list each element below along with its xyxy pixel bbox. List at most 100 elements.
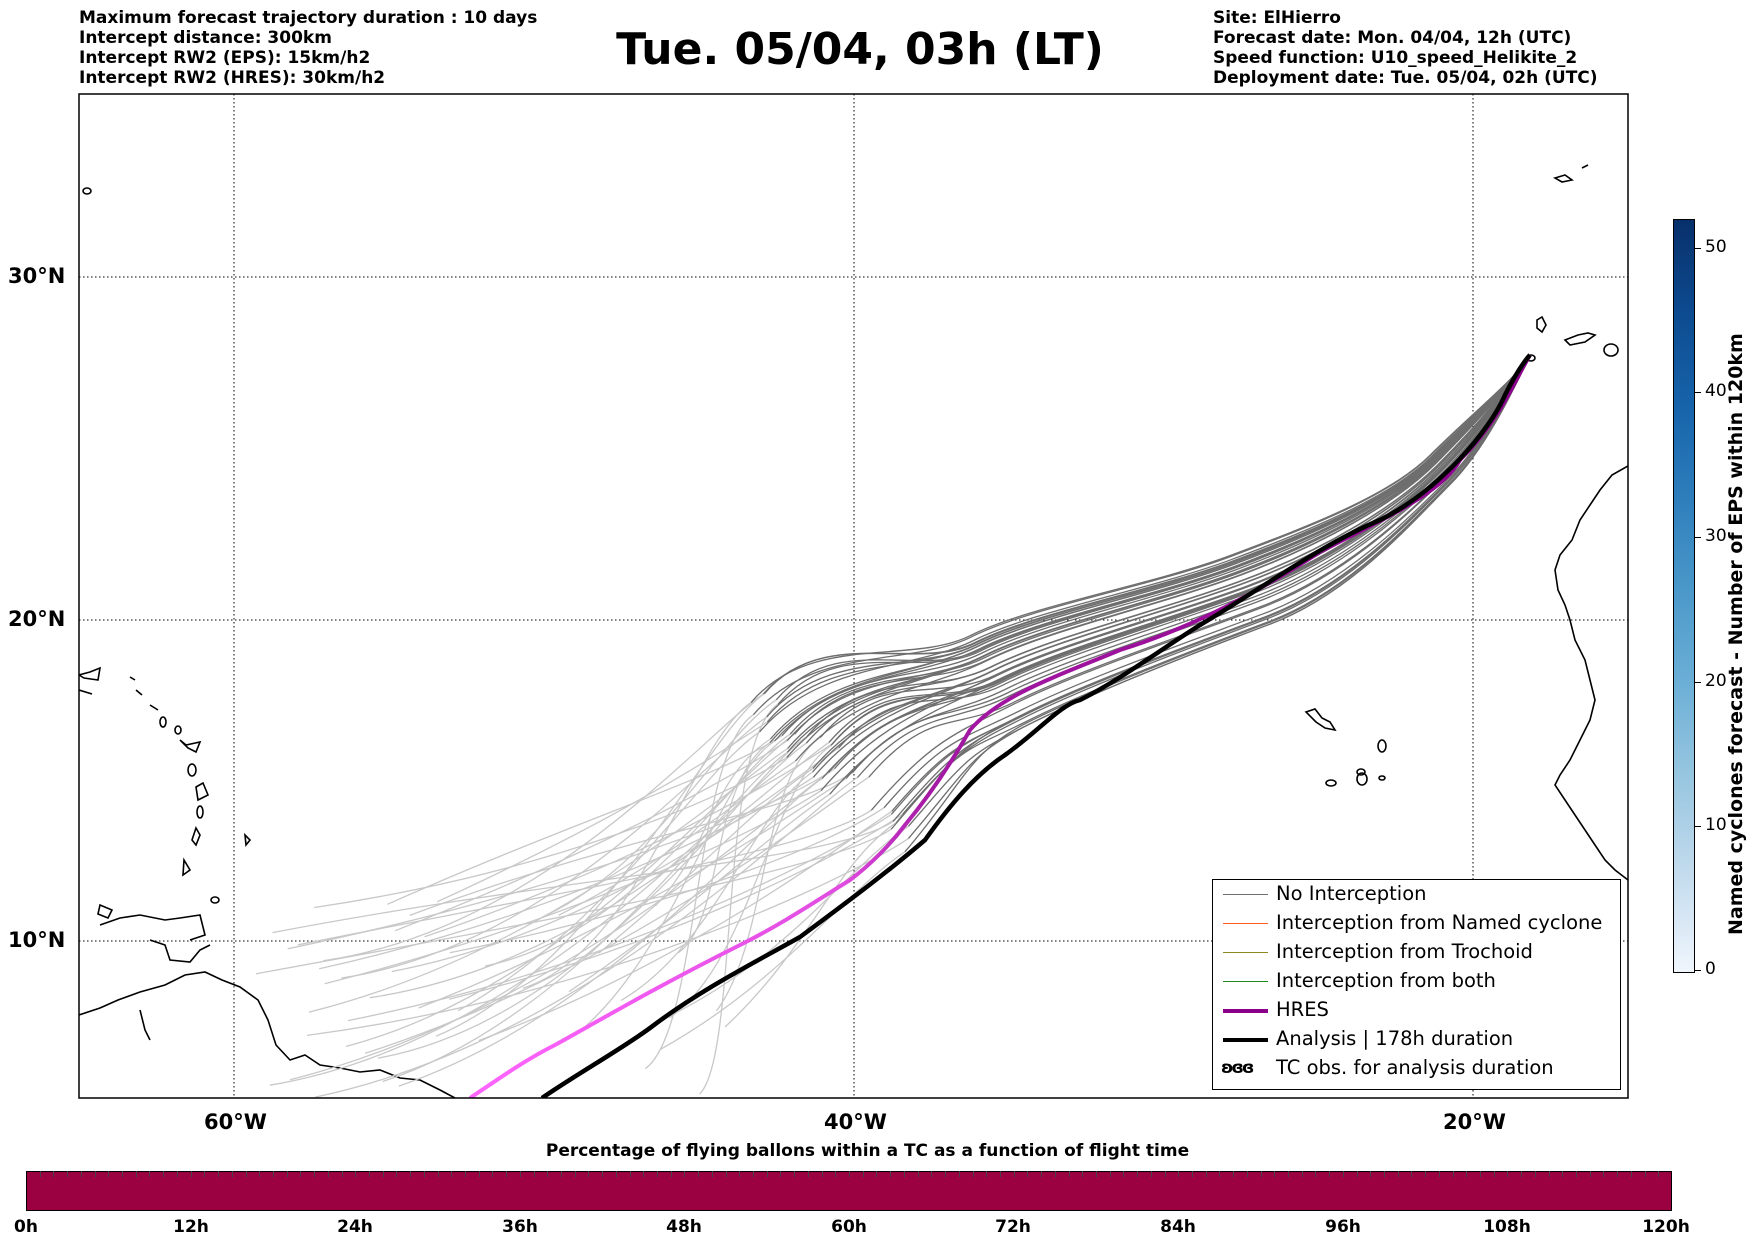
eps-trajectory-early-line <box>382 751 788 1083</box>
eps-trajectory-line <box>766 354 1531 718</box>
cyclone-count-colorbar <box>1673 219 1695 973</box>
eps-trajectory-early-line <box>665 825 909 1019</box>
legend-swatch <box>1223 894 1268 895</box>
eps-trajectory-early-line <box>659 851 906 1051</box>
lat-label-30n: 30°N <box>8 264 66 288</box>
flight-time-minor-tick <box>464 1171 466 1177</box>
flight-time-minor-tick <box>1164 1171 1166 1177</box>
cbar-tick <box>1694 970 1701 971</box>
cbar-tick-label: 0 <box>1705 959 1716 979</box>
page-title: Tue. 05/04, 03h (LT) <box>616 24 1104 75</box>
flight-time-minor-tick <box>1603 1171 1605 1177</box>
flight-time-minor-tick <box>1123 1171 1125 1177</box>
flight-time-minor-tick <box>986 1171 988 1177</box>
eps-trajectory-early-line <box>324 790 822 985</box>
flight-time-minor-tick <box>1534 1171 1536 1177</box>
flight-time-tick-label: 12h <box>173 1217 209 1237</box>
eps-trajectory-line <box>892 354 1531 822</box>
flight-time-minor-tick <box>862 1171 864 1177</box>
flight-time-tick-label: 96h <box>1325 1217 1361 1237</box>
eps-trajectory-line <box>781 354 1531 737</box>
flight-time-minor-tick <box>821 1171 823 1177</box>
flight-time-minor-tick <box>533 1171 535 1177</box>
cbar-tick <box>1694 248 1701 249</box>
flight-time-minor-tick <box>739 1171 741 1177</box>
tc-symbol-icon: ʚɞɞ <box>1221 1058 1254 1078</box>
flight-time-colorbar-title: Percentage of flying ballons within a TC… <box>545 1141 1190 1161</box>
flight-time-minor-tick <box>135 1171 137 1177</box>
flight-time-minor-tick <box>1301 1171 1303 1177</box>
flight-time-minor-tick <box>1507 1171 1509 1177</box>
eps-trajectory-early-line <box>308 747 788 1013</box>
map-frame <box>78 93 1629 1099</box>
flight-time-minor-tick <box>410 1171 412 1177</box>
intercept-distance-text: Intercept distance: 300km <box>79 28 332 48</box>
flight-time-minor-tick <box>1260 1171 1262 1177</box>
flight-time-minor-tick <box>1287 1171 1289 1177</box>
lon-label-60w: 60°W <box>204 1110 267 1134</box>
flight-time-minor-tick <box>1205 1171 1207 1177</box>
flight-time-minor-tick <box>890 1171 892 1177</box>
cbar-tick-label: 30 <box>1705 526 1727 546</box>
eps-trajectory-line <box>752 354 1531 716</box>
eps-trajectory-line <box>794 354 1531 735</box>
flight-time-minor-tick <box>602 1171 604 1177</box>
site-info: Site: ElHierro Forecast date: Mon. 04/04… <box>1213 8 1598 88</box>
eps-trajectory-early-line <box>364 776 870 1054</box>
flight-time-minor-tick <box>1521 1171 1523 1177</box>
flight-time-minor-tick <box>1370 1171 1372 1177</box>
flight-time-minor-tick <box>1178 1171 1180 1177</box>
eps-trajectory-line <box>806 354 1531 737</box>
flight-time-minor-tick <box>547 1171 549 1177</box>
cbar-tick-label: 40 <box>1705 381 1727 401</box>
flight-time-minor-tick <box>917 1171 919 1177</box>
flight-time-minor-tick <box>327 1171 329 1177</box>
eps-trajectory-early-line <box>522 701 752 989</box>
eps-trajectory-early-line <box>319 776 814 970</box>
flight-time-minor-tick <box>670 1171 672 1177</box>
flight-time-minor-tick <box>272 1171 274 1177</box>
flight-time-minor-tick <box>478 1171 480 1177</box>
flight-time-tick-label: 108h <box>1483 1217 1531 1237</box>
eps-trajectory-early-line <box>341 716 768 979</box>
cbar-tick <box>1694 537 1701 538</box>
flight-time-minor-tick <box>190 1171 192 1177</box>
eps-trajectory-line <box>851 354 1531 774</box>
flight-time-minor-tick <box>1109 1171 1111 1177</box>
flight-time-minor-tick <box>876 1171 878 1177</box>
eps-trajectory-line <box>762 354 1531 695</box>
eps-trajectory-early-line <box>699 703 779 1095</box>
flight-time-minor-tick <box>423 1171 425 1177</box>
legend-label: HRES <box>1276 998 1329 1021</box>
eps-trajectories-early <box>255 693 909 1098</box>
legend-swatch <box>1223 1038 1268 1042</box>
flight-time-minor-tick <box>204 1171 206 1177</box>
flight-time-minor-tick <box>1493 1171 1495 1177</box>
flight-time-minor-tick <box>231 1171 233 1177</box>
flight-time-tick-label: 120h <box>1642 1217 1690 1237</box>
eps-trajectory-early-line <box>645 714 754 1070</box>
flight-time-minor-tick <box>341 1171 343 1177</box>
max-duration-text: Maximum forecast trajectory duration : 1… <box>79 8 538 28</box>
eps-trajectory-line <box>845 354 1531 779</box>
eps-trajectory-early-line <box>409 772 853 917</box>
speed-function-text: Speed function: U10_speed_Helikite_2 <box>1213 48 1578 68</box>
flight-time-minor-tick <box>122 1171 123 1177</box>
flight-time-minor-tick <box>1548 1171 1550 1177</box>
deployment-date-text: Deployment date: Tue. 05/04, 02h (UTC) <box>1213 68 1598 88</box>
flight-time-minor-tick <box>1082 1171 1084 1177</box>
cbar-tick-label: 10 <box>1705 815 1727 835</box>
eps-trajectory-early-line <box>448 813 904 1000</box>
flight-time-minor-tick <box>492 1171 494 1177</box>
forecast-parameters: Maximum forecast trajectory duration : 1… <box>79 8 537 88</box>
flight-time-minor-tick <box>1068 1171 1070 1177</box>
eps-trajectory-early-line <box>314 756 788 909</box>
flight-time-minor-tick <box>218 1171 219 1177</box>
lon-label-20w: 20°W <box>1443 1110 1506 1134</box>
flight-time-minor-tick <box>149 1171 151 1177</box>
cbar-tick-label: 20 <box>1705 671 1727 691</box>
flight-time-minor-tick <box>1246 1171 1248 1177</box>
flight-time-minor-tick <box>39 1171 41 1177</box>
flight-time-minor-tick <box>1384 1171 1385 1177</box>
